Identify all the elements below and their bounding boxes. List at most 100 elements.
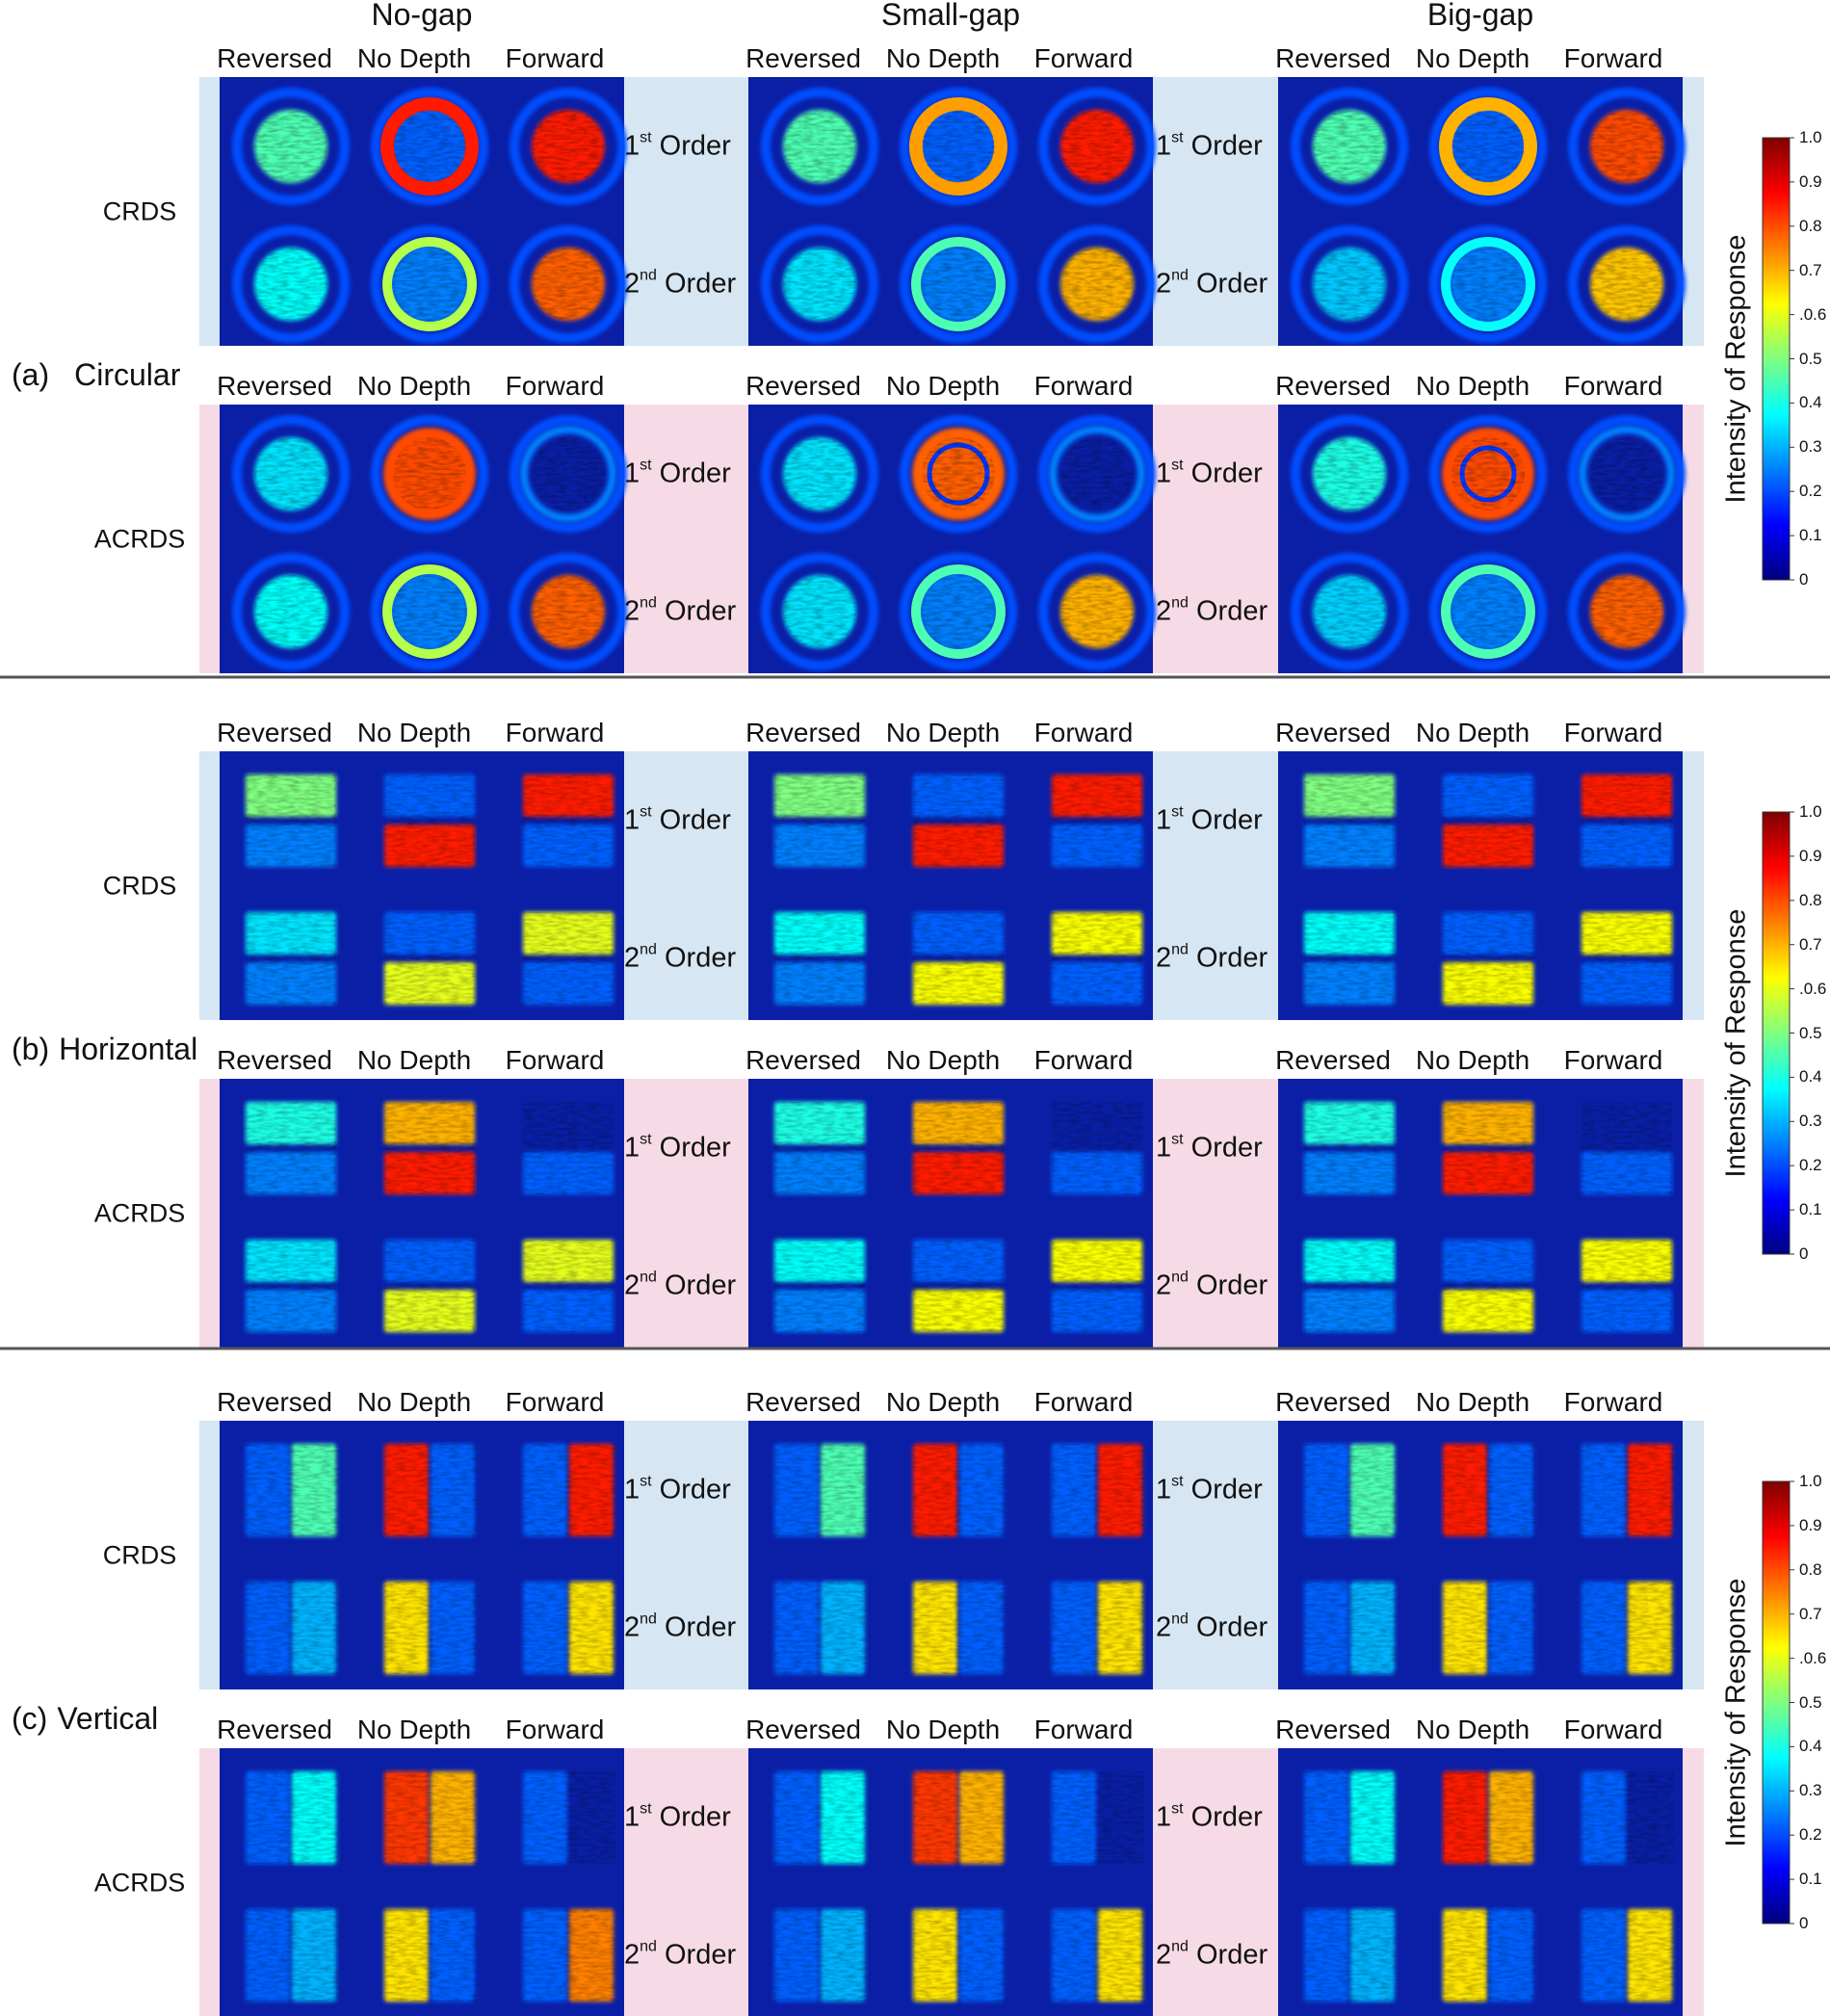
order-suffix: nd: [640, 941, 657, 958]
tile-no-depth-order-1: [1429, 415, 1547, 533]
tile-reversed-order-2: [232, 225, 350, 343]
col-header-reversed: Reversed: [745, 371, 861, 401]
colorbar-vertical: [1762, 1480, 1791, 1924]
tile-reversed-order-1: [774, 1102, 865, 1194]
colorbar-tick-label: 0.2: [1799, 1156, 1822, 1175]
order-label-first: 1st Order: [1156, 458, 1263, 488]
halo-ring: [232, 225, 350, 343]
ring: [1439, 97, 1537, 196]
order-word: Order: [651, 1801, 731, 1833]
halo-ring: [371, 88, 488, 205]
col-header-reversed: Reversed: [217, 1045, 332, 1075]
texture: [922, 110, 995, 183]
texture: [523, 1582, 615, 1674]
order-suffix: nd: [1171, 1938, 1189, 1955]
tile-forward-order-1: [1038, 415, 1156, 533]
heatmap-panel-horizontal-acrds-small-gap: [748, 1079, 1153, 1348]
texture: [1443, 774, 1533, 867]
order-suffix: st: [1171, 1131, 1184, 1148]
texture: [393, 248, 466, 321]
texture: [913, 1102, 1004, 1194]
colorbar-horizontal: [1762, 811, 1791, 1255]
halo-ring: [510, 225, 627, 343]
tile-forward-order-1: [1568, 415, 1686, 533]
colorbar-tick-label: 0.1: [1799, 1200, 1822, 1219]
tile-reversed-order-1: [246, 1444, 338, 1536]
tile-no-depth-order-1: [913, 774, 1004, 867]
colorbar-tick-label: .0.6: [1799, 304, 1827, 324]
order-suffix: nd: [1171, 1610, 1189, 1628]
order-number: 1: [1156, 1474, 1172, 1505]
tile-no-depth-order-1: [1443, 1444, 1535, 1536]
col-header-reversed: Reversed: [217, 43, 332, 73]
texture: [774, 1582, 867, 1674]
col-header-no-depth: No Depth: [885, 1387, 1001, 1417]
colorbar-tick-label: 1.0: [1799, 1472, 1822, 1490]
order-word: Order: [1188, 1611, 1268, 1643]
texture: [1304, 774, 1395, 867]
texture: [523, 774, 614, 867]
tile-no-depth-order-2: [913, 1582, 1006, 1674]
texture: [1443, 912, 1533, 1005]
texture: [913, 1444, 1006, 1536]
tile-forward-order-2: [523, 1582, 615, 1674]
order-word: Order: [1183, 130, 1263, 162]
tile-reversed-order-1: [774, 1771, 867, 1864]
col-header-forward: Forward: [505, 1387, 605, 1417]
tile-forward-order-1: [523, 1771, 615, 1864]
colorbar-tick-label: 0.9: [1799, 846, 1822, 865]
colorbar-tick-label: 0.7: [1799, 260, 1822, 279]
halo-ring: [1568, 553, 1686, 670]
colorbar-tick-label: 0.3: [1799, 437, 1822, 457]
col-header-reversed: Reversed: [745, 1045, 861, 1075]
tile-reversed-order-1: [1304, 1444, 1397, 1536]
tile-forward-order-2: [510, 553, 627, 670]
halo-ring: [900, 88, 1017, 205]
row-label-crds: CRDS: [102, 196, 177, 226]
halo-ring: [1038, 88, 1156, 205]
halo-ring: [232, 415, 350, 533]
texture: [523, 1444, 615, 1536]
order-number: 2: [1156, 1611, 1172, 1643]
order-number: 1: [624, 130, 640, 162]
tile-no-depth-order-1: [900, 415, 1017, 533]
texture: [384, 1444, 477, 1536]
row-label-crds: CRDS: [102, 871, 177, 901]
col-header-forward: Forward: [1033, 718, 1134, 747]
tile-forward-order-1: [1052, 774, 1142, 867]
texture: [1443, 1771, 1535, 1864]
order-label-first: 1st Order: [624, 458, 731, 489]
tile-reversed-order-2: [1291, 225, 1408, 343]
col-header-reversed: Reversed: [745, 1715, 861, 1744]
colorbar-circular: [1762, 137, 1791, 581]
col-header-reversed: Reversed: [1275, 718, 1391, 747]
order-suffix: nd: [640, 1610, 657, 1628]
row-label-crds: CRDS: [102, 1540, 177, 1570]
order-suffix: nd: [640, 594, 657, 612]
col-header-forward: Forward: [1033, 1387, 1134, 1417]
colorbar-tick-label: 0.2: [1799, 1825, 1822, 1845]
texture: [1304, 1102, 1395, 1194]
order-suffix: nd: [1171, 267, 1189, 284]
colorbar-tick-label: 0: [1799, 570, 1809, 589]
order-number: 2: [1156, 1939, 1172, 1971]
texture: [1060, 248, 1134, 321]
tile-reversed-order-1: [1304, 1102, 1395, 1194]
colorbar-title: Intensity of Response: [1720, 1578, 1752, 1846]
texture: [254, 437, 327, 511]
col-header-forward: Forward: [505, 1715, 605, 1744]
heatmap-panel-vertical-crds-no-gap: [220, 1421, 624, 1689]
order-word: Order: [651, 458, 731, 489]
tile-no-depth-order-1: [371, 88, 488, 205]
colorbar-tick-label: 0.8: [1799, 890, 1822, 909]
tile-reversed-order-2: [246, 1909, 338, 2002]
tile-reversed-order-1: [761, 415, 878, 533]
texture: [783, 437, 856, 511]
texture: [246, 912, 336, 1005]
tile-no-depth-order-1: [384, 1444, 477, 1536]
order-word: Order: [656, 595, 737, 627]
texture: [774, 1444, 867, 1536]
halo-ring: [371, 415, 488, 533]
col-header-forward: Forward: [1563, 371, 1663, 401]
